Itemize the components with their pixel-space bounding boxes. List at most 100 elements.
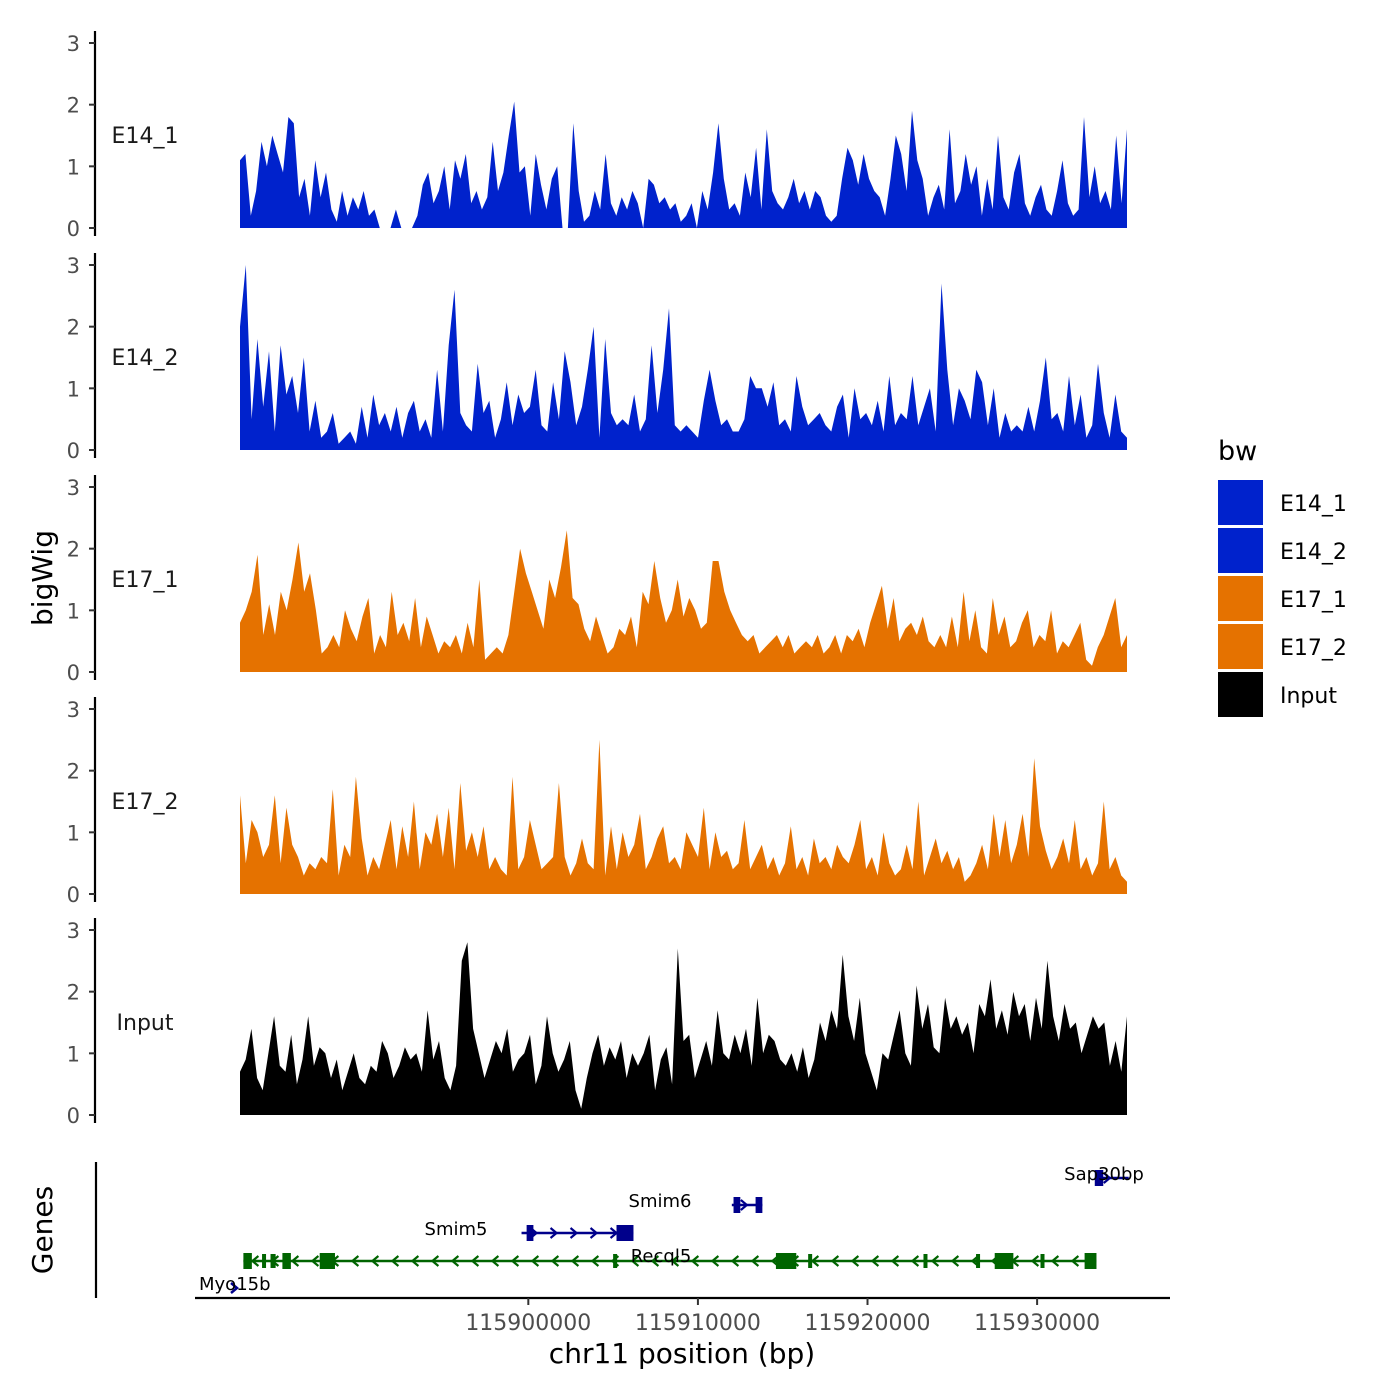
gene-label: Smim6 [629,1191,692,1212]
track-e17-2: 0 1 2 3 E17_2 [67,697,1127,907]
gene-exon [1040,1254,1045,1268]
y-tick-label: 2 [67,981,80,1005]
y-tick-label: 2 [67,538,80,562]
legend-label: E17_2 [1280,636,1347,661]
x-axis: 115900000 115910000 115920000 115930000 chr… [195,1296,1170,1370]
strand-arrow [549,1227,559,1239]
track-input: 0 1 2 3 Input [67,918,1127,1128]
y-tick-label: 3 [67,919,80,943]
area-e14-1 [240,101,1127,228]
legend-swatch-e17-1 [1218,576,1263,621]
strand-arrow [530,1255,540,1267]
strand-arrow [850,1255,860,1267]
area-e17-1 [240,530,1127,672]
y-tick-label: 3 [67,32,80,56]
area-e14-2 [240,265,1127,450]
y-tick-label: 0 [67,1104,80,1128]
signal-tracks: 0 1 2 3 E14_1 0 1 2 3 E14_2 0 1 2 3 E17_1 0 1 2 3 E17_2 0 1 2 3… [67,31,1127,1128]
legend-swatch-e14-2 [1218,528,1263,573]
strand-arrow [510,1255,520,1267]
legend-swatch-e14-1 [1218,480,1263,525]
y-tick-label: 2 [67,760,80,784]
x-axis-ticks: 115900000 115910000 115920000 115930000 [465,1298,1100,1336]
gene-exon [526,1225,534,1241]
strand-arrow [930,1255,940,1267]
x-tick-label: 115910000 [635,1311,761,1336]
strand-arrow [570,1255,580,1267]
strand-arrow [310,1255,320,1267]
y-tick-label: 3 [67,476,80,500]
gene-smim5: Smim5 [425,1219,634,1241]
gene-exon [808,1254,813,1268]
strand-arrow [390,1255,400,1267]
gene-label: Smim5 [425,1219,488,1240]
gene-recql5: Recql5 [243,1246,1097,1269]
strand-arrow [1070,1255,1080,1267]
gene-exon [733,1197,741,1213]
y-tick-label: 1 [67,821,80,845]
track-label: E17_1 [112,568,179,593]
gene-exon [319,1253,335,1269]
strand-arrow [1050,1255,1060,1267]
gene-models: Myo15b Recql5 Smim5 Smim6 Sap30bp [199,1164,1144,1295]
strand-arrow [910,1255,920,1267]
y-tick-label: 1 [67,155,80,179]
gene-exon [994,1253,1014,1269]
x-tick-label: 115900000 [465,1311,591,1336]
gene-sap30bp: Sap30bp [1064,1164,1144,1186]
y-tick-label: 2 [67,94,80,118]
gene-exon [270,1254,276,1268]
strand-arrow [710,1255,720,1267]
y-tick-label: 0 [67,661,80,685]
gene-exon [755,1197,763,1213]
track-e14-1: 0 1 2 3 E14_1 [67,31,1127,241]
gene-exon [775,1253,797,1269]
strand-arrow [490,1255,500,1267]
strand-arrow [290,1255,300,1267]
x-axis-title: chr11 position (bp) [549,1337,815,1370]
track-label: E17_2 [112,790,179,815]
strand-arrow [670,1255,680,1267]
track-e14-2: 0 1 2 3 E14_2 [67,253,1127,463]
gene-label: Myo15b [199,1274,271,1295]
legend: bw E14_1 E14_2 E17_1 E17_2 Input [1218,436,1347,717]
strand-arrow [650,1255,660,1267]
gene-track: Genes Myo15b Recql5 Smim5 Smim6 Sap30bp [26,1162,1144,1298]
area-input [240,942,1127,1115]
strand-arrow [740,1199,749,1211]
gene-exon [923,1254,928,1268]
strand-arrow [569,1227,579,1239]
legend-label: E17_1 [1280,588,1347,613]
x-tick-label: 115930000 [974,1311,1100,1336]
strand-arrow [450,1255,460,1267]
legend-label: E14_2 [1280,540,1347,565]
strand-arrow [410,1255,420,1267]
gene-exon [282,1253,291,1269]
legend-label: Input [1280,684,1337,709]
y-tick-label: 2 [67,316,80,340]
y-tick-label: 0 [67,217,80,241]
strand-arrow [589,1227,599,1239]
legend-swatch-input [1218,672,1263,717]
strand-arrow [350,1255,360,1267]
gene-exon [613,1254,618,1268]
gene-myo15b: Myo15b [199,1274,271,1295]
x-tick-label: 115920000 [805,1311,931,1336]
strand-arrow [1030,1255,1040,1267]
strand-arrow [250,1255,260,1267]
gene-label: Recql5 [631,1246,692,1267]
y-tick-label: 3 [67,254,80,278]
y-axis-title: bigWig [26,530,59,626]
gene-track-title: Genes [26,1186,59,1274]
strand-arrow [550,1255,560,1267]
gene-smim6: Smim6 [629,1191,763,1213]
gene-exon [976,1254,981,1268]
gene-exon [262,1254,267,1268]
gene-exon [1094,1170,1104,1186]
track-label: E14_1 [112,124,179,149]
strand-arrow [750,1255,760,1267]
strand-arrow [950,1255,960,1267]
legend-entries: E14_1 E14_2 E17_1 E17_2 Input [1218,480,1347,717]
y-tick-label: 1 [67,377,80,401]
strand-arrow [470,1255,480,1267]
